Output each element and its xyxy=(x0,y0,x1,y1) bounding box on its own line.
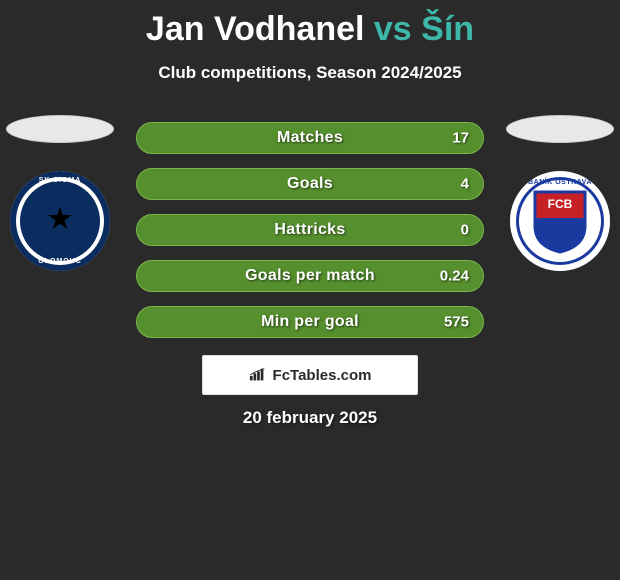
club-crest-banik: BANÍK OSTRAVA FCB xyxy=(510,171,610,271)
stat-label: Min per goal xyxy=(261,313,359,331)
stat-value-right: 575 xyxy=(444,314,469,331)
stat-label: Goals xyxy=(287,175,333,193)
title-connector: vs xyxy=(364,10,421,48)
brand-badge[interactable]: FcTables.com xyxy=(202,355,418,395)
crest-text-bottom: OLOMOUC xyxy=(10,258,110,265)
stat-row-goals-per-match: Goals per match 0.24 xyxy=(136,260,484,292)
player-left-name-oval xyxy=(6,115,114,143)
stats-list: Matches 17 Goals 4 Hattricks 0 Goals per… xyxy=(136,122,484,352)
stat-value-right: 4 xyxy=(461,176,469,193)
stat-label: Hattricks xyxy=(274,221,345,239)
page-title: Jan Vodhanel vs Šín xyxy=(0,0,620,49)
stat-label: Goals per match xyxy=(245,267,375,285)
stat-value-right: 17 xyxy=(452,130,469,147)
stat-value-right: 0 xyxy=(461,222,469,239)
stat-value-right: 0.24 xyxy=(440,268,469,285)
brand-text: FcTables.com xyxy=(273,367,372,384)
stat-row-hattricks: Hattricks 0 xyxy=(136,214,484,246)
stat-row-goals: Goals 4 xyxy=(136,168,484,200)
stat-row-matches: Matches 17 xyxy=(136,122,484,154)
crest-text-top: BANÍK OSTRAVA xyxy=(510,179,610,186)
stat-label: Matches xyxy=(277,129,343,147)
stat-row-min-per-goal: Min per goal 575 xyxy=(136,306,484,338)
title-player1: Jan Vodhanel xyxy=(146,10,365,48)
title-player2: Šín xyxy=(421,10,474,48)
player-right-name-oval xyxy=(506,115,614,143)
footer-date: 20 february 2025 xyxy=(0,408,620,428)
club-crest-sigma: SK SIGMA OLOMOUC xyxy=(10,171,110,271)
shield-icon: FCB xyxy=(531,188,589,254)
subtitle: Club competitions, Season 2024/2025 xyxy=(0,63,620,83)
svg-text:FCB: FCB xyxy=(548,197,573,211)
crest-text-top: SK SIGMA xyxy=(10,177,110,184)
player-right-panel: BANÍK OSTRAVA FCB xyxy=(500,115,620,271)
bar-chart-icon xyxy=(249,368,267,382)
player-left-panel: SK SIGMA OLOMOUC xyxy=(0,115,120,271)
